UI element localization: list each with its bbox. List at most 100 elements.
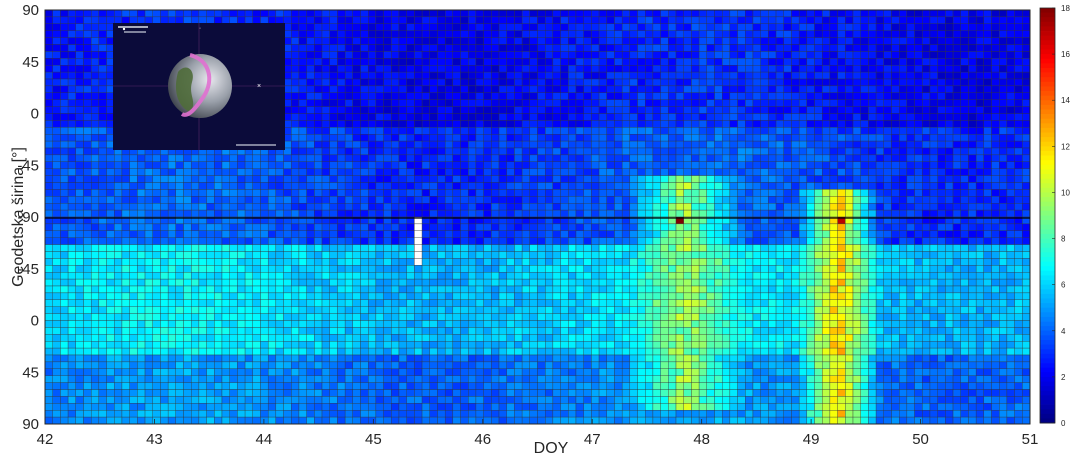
heatmap-cell (691, 37, 700, 45)
heatmap-cell (421, 203, 430, 211)
heatmap-cell (198, 272, 207, 280)
heatmap-cell (344, 154, 353, 162)
heatmap-cell (806, 258, 815, 266)
heatmap-cell (945, 237, 954, 245)
heatmap-cell (945, 51, 954, 59)
heatmap-cell (291, 127, 300, 135)
heatmap-cell (645, 58, 654, 66)
heatmap-cell (629, 78, 638, 87)
heatmap-cell (975, 223, 985, 231)
heatmap-cell (537, 209, 546, 218)
heatmap-cell (1022, 58, 1031, 66)
heatmap-cell (645, 127, 654, 135)
heatmap-cell (152, 175, 161, 183)
heatmap-cell (314, 154, 323, 162)
heatmap-cell (444, 189, 454, 197)
heatmap-cell (968, 209, 977, 218)
heatmap-cell (475, 272, 484, 280)
heatmap-cell (237, 209, 246, 218)
heatmap-cell (460, 223, 469, 231)
heatmap-cell (999, 265, 1008, 273)
heatmap-cell (752, 99, 761, 107)
heatmap-cell (598, 189, 607, 197)
heatmap-cell (337, 30, 346, 38)
heatmap-cell (999, 78, 1008, 87)
heatmap-cell (952, 58, 961, 66)
heatmap-cell (1022, 175, 1031, 183)
heatmap-cell (267, 161, 277, 169)
heatmap-cell (260, 258, 269, 266)
heatmap-cell (598, 16, 607, 24)
heatmap-cell (437, 85, 446, 93)
heatmap-cell (637, 99, 646, 107)
heatmap-cell (1014, 127, 1023, 135)
heatmap-cell (337, 161, 346, 169)
heatmap-cell (752, 44, 761, 52)
heatmap-cell (906, 44, 915, 52)
heatmap-cell (606, 161, 615, 169)
heatmap-cell (798, 99, 808, 107)
heatmap-cell (645, 168, 654, 176)
heatmap-cell (114, 9, 123, 18)
heatmap-cell (214, 16, 223, 24)
heatmap-cell (906, 223, 915, 231)
heatmap-cell (506, 251, 515, 259)
heatmap-cell (44, 265, 53, 273)
heatmap-cell (75, 223, 84, 231)
heatmap-cell (67, 85, 76, 93)
heatmap-cell (952, 78, 961, 87)
heatmap-cell (360, 168, 369, 176)
heatmap-cell (860, 58, 869, 66)
heatmap-cell (991, 30, 1000, 38)
heatmap-cell (814, 203, 823, 211)
heatmap-cell (937, 71, 946, 80)
heatmap-cell (337, 106, 346, 114)
heatmap-cell (883, 106, 892, 114)
heatmap-cell (922, 92, 931, 100)
heatmap-cell (791, 161, 800, 169)
heatmap-cell (306, 230, 315, 238)
heatmap-cell (314, 251, 323, 259)
heatmap-cell (75, 127, 84, 135)
heatmap-cell (352, 196, 361, 204)
heatmap-cell (337, 113, 346, 121)
heatmap-cell (722, 71, 731, 80)
heatmap-cell (883, 182, 892, 190)
heatmap-cell (752, 203, 761, 211)
heatmap-cell (383, 37, 392, 45)
heatmap-cell (1014, 154, 1023, 162)
heatmap-cell (44, 78, 53, 87)
heatmap-cell (745, 71, 754, 80)
heatmap-cell (698, 85, 707, 93)
heatmap-cell (483, 230, 492, 238)
heatmap-cell (745, 134, 754, 142)
heatmap-cell (737, 147, 746, 156)
heatmap-cell (775, 203, 784, 211)
heatmap-cell (98, 237, 107, 245)
heatmap-cell (483, 51, 492, 59)
heatmap-cell (1014, 120, 1023, 128)
heatmap-cell (475, 175, 484, 183)
heatmap-cell (975, 106, 985, 114)
heatmap-cell (352, 120, 361, 128)
heatmap-cell (714, 16, 723, 24)
heatmap-cell (321, 37, 330, 45)
heatmap-cell (483, 272, 492, 280)
heatmap-cell (575, 251, 584, 259)
heatmap-cell (999, 189, 1008, 197)
heatmap-cell (175, 209, 184, 218)
heatmap-cell (960, 23, 969, 31)
heatmap-cell (314, 58, 323, 66)
heatmap-cell (591, 154, 600, 162)
heatmap-cell (875, 99, 884, 107)
heatmap-cell (1014, 258, 1023, 266)
heatmap-cell (806, 251, 815, 259)
heatmap-cell (483, 44, 492, 52)
heatmap-cell (90, 78, 100, 87)
heatmap-cell (144, 203, 153, 211)
heatmap-cell (452, 265, 461, 273)
heatmap-cell (660, 244, 669, 252)
heatmap-cell (475, 65, 484, 73)
heatmap-cell (214, 175, 223, 183)
heatmap-cell (798, 37, 808, 45)
